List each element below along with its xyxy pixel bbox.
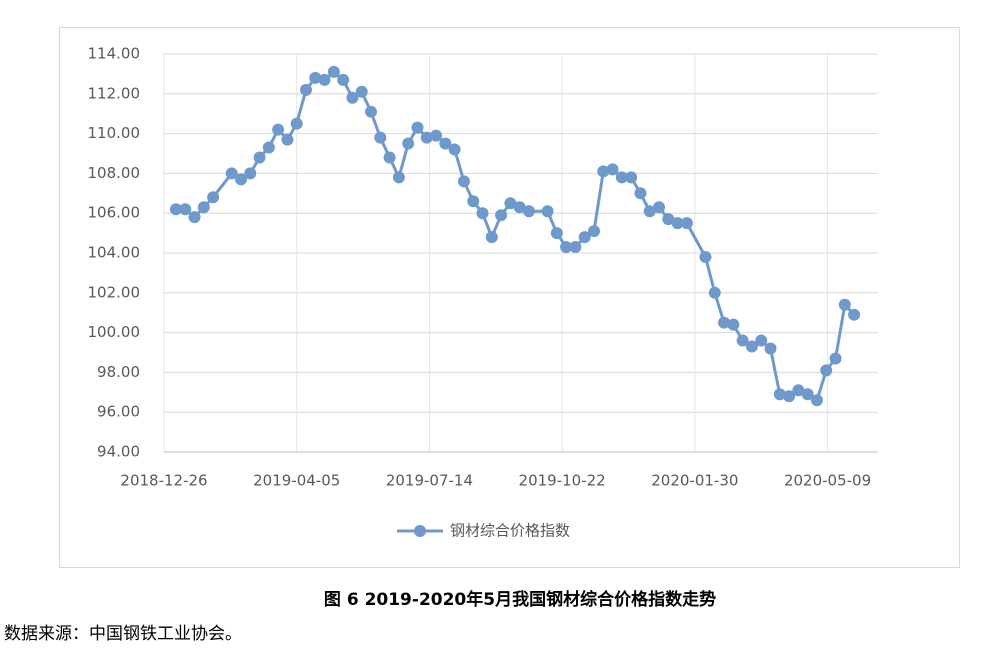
data-point xyxy=(810,394,823,407)
data-point xyxy=(606,163,619,176)
data-point xyxy=(309,71,322,84)
data-point xyxy=(430,129,443,142)
data-point xyxy=(355,85,368,98)
data-point xyxy=(439,137,452,150)
data-point xyxy=(197,201,210,214)
data-point xyxy=(253,151,266,164)
data-point xyxy=(188,211,201,224)
data-point xyxy=(495,209,508,222)
data-point xyxy=(374,131,387,144)
data-point xyxy=(745,340,758,353)
data-point xyxy=(838,298,851,311)
data-point xyxy=(541,205,554,218)
data-point xyxy=(281,133,294,146)
data-point xyxy=(337,73,350,86)
data-point xyxy=(634,187,647,200)
legend-marker xyxy=(414,525,426,537)
data-point xyxy=(653,201,666,214)
y-tick-label: 98.00 xyxy=(97,363,140,381)
data-point xyxy=(244,167,257,180)
y-tick-label: 94.00 xyxy=(97,443,140,461)
data-point xyxy=(736,334,749,347)
data-point xyxy=(699,250,712,263)
data-point xyxy=(504,197,517,210)
data-point xyxy=(318,73,331,86)
data-point xyxy=(662,213,675,226)
data-point xyxy=(578,231,591,244)
data-point xyxy=(560,241,573,254)
data-point xyxy=(179,203,192,216)
x-tick-label: 2019-10-22 xyxy=(519,472,606,490)
data-point xyxy=(420,131,433,144)
data-point xyxy=(829,352,842,365)
y-tick-label: 108.00 xyxy=(88,164,141,182)
y-tick-label: 106.00 xyxy=(88,204,141,222)
data-point xyxy=(680,217,693,230)
data-point xyxy=(402,137,415,150)
y-tick-label: 102.00 xyxy=(88,283,141,301)
data-point xyxy=(718,316,731,329)
data-point xyxy=(272,123,285,136)
data-point xyxy=(392,171,405,184)
y-tick-label: 110.00 xyxy=(88,124,141,142)
data-point xyxy=(783,390,796,403)
data-point xyxy=(597,165,610,178)
x-tick-label: 2019-04-05 xyxy=(253,472,340,490)
data-point xyxy=(383,151,396,164)
data-point xyxy=(587,225,600,238)
data-point xyxy=(643,205,656,218)
data-point xyxy=(773,388,786,401)
data-point xyxy=(411,121,424,134)
caption: 图 6 2019-2020年5月我国钢材综合价格指数走势 xyxy=(324,589,716,610)
data-point xyxy=(625,171,638,184)
data-point xyxy=(448,143,461,156)
x-tick-label: 2020-05-09 xyxy=(784,472,871,490)
data-point xyxy=(820,364,833,377)
y-tick-label: 96.00 xyxy=(97,403,140,421)
source: 数据来源：中国钢铁工业协会。 xyxy=(4,624,242,644)
data-point xyxy=(457,175,470,188)
data-point xyxy=(801,388,814,401)
data-point xyxy=(300,83,313,96)
data-point xyxy=(615,171,628,184)
data-point xyxy=(476,207,489,220)
legend-label: 钢材综合价格指数 xyxy=(450,522,570,540)
data-point xyxy=(550,227,563,240)
y-tick-label: 100.00 xyxy=(88,323,141,341)
data-point xyxy=(764,342,777,355)
data-point xyxy=(234,173,247,186)
y-tick-label: 114.00 xyxy=(88,45,141,63)
x-tick-label: 2019-07-14 xyxy=(386,472,473,490)
data-point xyxy=(755,334,768,347)
data-point xyxy=(569,241,582,254)
data-point xyxy=(727,318,740,331)
x-tick-label: 2018-12-26 xyxy=(120,472,207,490)
data-point xyxy=(207,191,220,204)
data-point xyxy=(485,231,498,244)
y-tick-label: 104.00 xyxy=(88,244,141,262)
data-point xyxy=(522,205,535,218)
y-tick-label: 112.00 xyxy=(88,84,141,102)
data-point xyxy=(290,117,303,130)
data-point xyxy=(262,141,275,154)
data-point xyxy=(225,167,238,180)
data-point xyxy=(365,105,378,118)
data-point xyxy=(708,286,721,299)
data-point xyxy=(792,384,805,397)
data-point xyxy=(169,203,182,216)
data-point xyxy=(327,65,340,78)
data-point xyxy=(513,201,526,214)
data-point xyxy=(848,308,861,321)
chart-frame xyxy=(59,27,960,568)
data-point xyxy=(346,91,359,104)
data-point xyxy=(671,217,684,230)
data-point xyxy=(467,195,480,208)
x-tick-label: 2020-01-30 xyxy=(651,472,738,490)
